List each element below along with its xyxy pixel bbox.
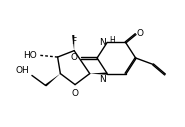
Polygon shape	[72, 35, 74, 51]
Text: O: O	[71, 53, 78, 62]
Text: F: F	[71, 37, 76, 46]
Text: HO: HO	[23, 51, 37, 60]
Text: O: O	[71, 89, 78, 98]
Text: N: N	[100, 38, 106, 47]
Text: H: H	[110, 36, 115, 45]
Text: O: O	[137, 29, 144, 38]
Text: OH: OH	[16, 66, 30, 75]
Polygon shape	[45, 74, 60, 86]
Polygon shape	[90, 72, 107, 75]
Text: N: N	[100, 75, 106, 84]
